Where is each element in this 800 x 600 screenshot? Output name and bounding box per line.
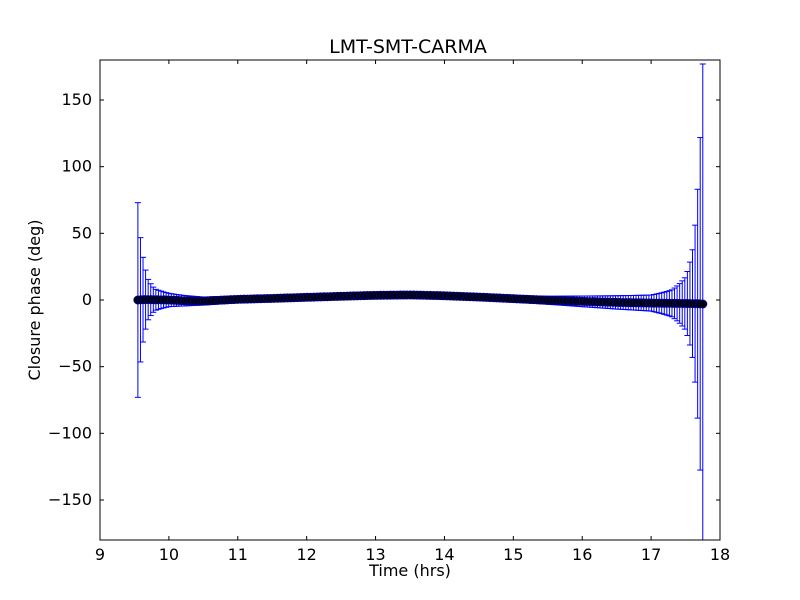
y-tick-label: −50 — [58, 357, 92, 376]
y-tick-label: 100 — [61, 157, 92, 176]
x-tick-label: 12 — [296, 545, 316, 564]
x-tick-label: 11 — [228, 545, 248, 564]
x-tick-label: 16 — [572, 545, 592, 564]
y-tick-label: 50 — [72, 223, 92, 242]
x-tick-label: 18 — [710, 545, 730, 564]
x-tick-label: 15 — [503, 545, 523, 564]
data-point — [698, 299, 708, 309]
x-tick-label: 13 — [365, 545, 385, 564]
y-tick-label: 0 — [82, 290, 92, 309]
y-tick-label: 150 — [61, 90, 92, 109]
x-tick-label: 17 — [641, 545, 661, 564]
chart-title: LMT-SMT-CARMA — [329, 36, 487, 58]
series-markers — [133, 290, 708, 309]
y-tick-label: −100 — [48, 423, 92, 442]
axis-ticks: 9 10 11 12 13 14 15 16 17 18 −150 −100 −50 0 50 100 150 — [48, 60, 730, 564]
x-axis-label: Time (hrs) — [368, 561, 451, 580]
y-tick-label: −150 — [48, 490, 92, 509]
x-tick-label: 14 — [434, 545, 454, 564]
x-tick-label: 10 — [159, 545, 179, 564]
y-axis-label: Closure phase (deg) — [25, 219, 44, 380]
plot-area — [133, 63, 708, 540]
x-tick-label: 9 — [95, 545, 105, 564]
